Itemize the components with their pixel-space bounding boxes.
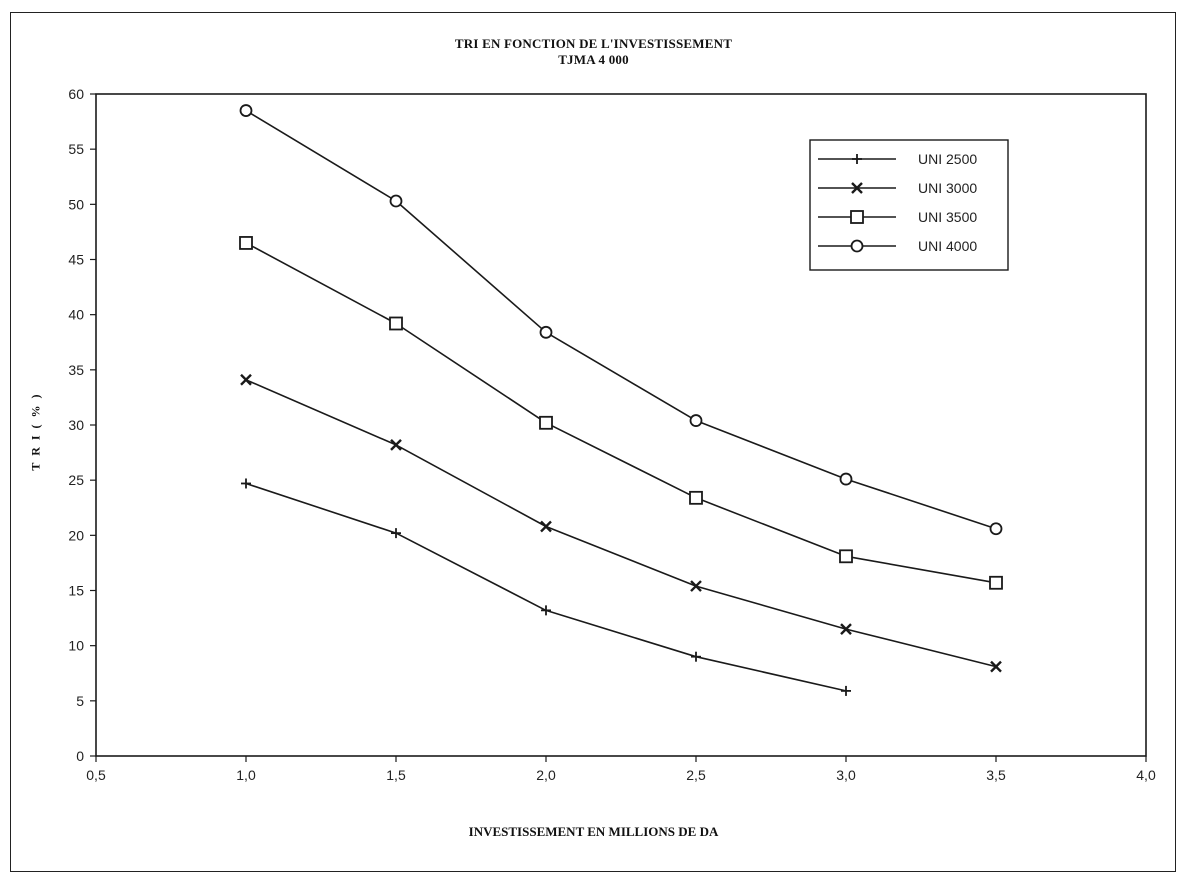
x-tick-label: 0,5: [86, 767, 106, 783]
x-tick-label: 2,0: [536, 767, 556, 783]
x-tick-label: 2,5: [686, 767, 706, 783]
data-point-uni-3500: [839, 549, 853, 564]
data-point-uni-3000: [840, 623, 852, 635]
data-point-uni-4000: [989, 522, 1003, 536]
data-point-uni-4000: [539, 325, 553, 339]
y-tick-label: 35: [68, 362, 84, 378]
data-point-uni-2500: [541, 605, 551, 616]
legend-box: [809, 139, 1009, 271]
x-tick-label: 1,5: [386, 767, 406, 783]
page-frame: [10, 12, 1176, 872]
data-point-uni-3000: [240, 373, 252, 386]
y-tick-label: 40: [68, 307, 84, 323]
y-tick-label: 30: [68, 417, 84, 433]
legend: UNI 2500 UNI 3000 UNI 3500 UNI 4000: [809, 139, 1009, 271]
data-point-uni-2500: [241, 478, 251, 489]
series-uni-2500: [241, 478, 851, 696]
legend-item-uni-3500: UNI 3500: [818, 209, 977, 225]
y-tick-label: 55: [68, 141, 84, 157]
x-axis-label: INVESTISSEMENT EN MILLIONS DE DA: [468, 824, 719, 839]
y-tick-label: 0: [76, 748, 84, 764]
data-point-uni-3000: [390, 439, 402, 451]
legend-item-uni-4000: UNI 4000: [818, 238, 977, 254]
axes: 0 5 10 15 20 25 30 35 40 45 50 55 60 0,5 1,0 1,5 2,0 2,5 3…: [68, 86, 1156, 783]
y-tick-label: 50: [68, 196, 84, 212]
legend-label: UNI 2500: [918, 151, 977, 167]
data-point-uni-3500: [389, 316, 403, 331]
chart-title: TRI EN FONCTION DE L'INVESTISSEMENT: [454, 36, 733, 51]
y-tick-label: 25: [68, 472, 84, 488]
x-tick-label: 3,5: [986, 767, 1006, 783]
legend-marker: [850, 210, 864, 224]
data-point-uni-4000: [689, 414, 703, 427]
legend-label: UNI 3500: [918, 209, 977, 225]
y-tick-label: 5: [76, 693, 84, 709]
series-layer: [239, 104, 1003, 696]
y-tick-label: 45: [68, 252, 84, 268]
series-uni-3500: [239, 236, 1003, 590]
data-point-uni-4000: [239, 104, 253, 117]
y-tick-label: 60: [68, 86, 84, 102]
data-point-uni-3500: [239, 236, 253, 250]
data-point-uni-3000: [690, 580, 702, 592]
series-uni-3000: [240, 373, 1002, 673]
legend-label: UNI 3000: [918, 180, 977, 196]
series-uni-4000: [239, 104, 1003, 536]
x-tick-label: 1,0: [236, 767, 256, 783]
series-line-uni-2500: [245, 482, 847, 692]
data-point-uni-2500: [841, 685, 851, 696]
legend-marker: [852, 154, 862, 164]
data-point-uni-2500: [691, 651, 701, 662]
data-point-uni-3500: [539, 415, 553, 430]
series-line-uni-3000: [245, 379, 997, 668]
chart-subtitle: TJMA 4 000: [558, 52, 629, 67]
legend-label: UNI 4000: [918, 238, 977, 254]
data-point-uni-2500: [391, 528, 401, 539]
legend-item-uni-2500: UNI 2500: [818, 151, 977, 167]
y-tick-label: 20: [68, 527, 84, 543]
legend-item-uni-3000: UNI 3000: [818, 180, 977, 196]
series-line-uni-3500: [245, 242, 997, 584]
x-tick-label: 4,0: [1136, 767, 1156, 783]
data-point-uni-4000: [389, 194, 403, 208]
series-line-uni-4000: [245, 109, 997, 530]
legend-marker: [851, 182, 863, 194]
data-point-uni-3000: [540, 520, 552, 533]
x-tick-label: 3,0: [836, 767, 856, 783]
data-point-uni-3000: [990, 660, 1002, 673]
legend-marker: [850, 239, 864, 253]
y-tick-label: 15: [68, 583, 84, 599]
data-point-uni-3500: [689, 490, 703, 505]
data-point-uni-4000: [839, 472, 853, 486]
data-point-uni-3500: [989, 575, 1003, 590]
y-tick-label: 10: [68, 638, 84, 654]
